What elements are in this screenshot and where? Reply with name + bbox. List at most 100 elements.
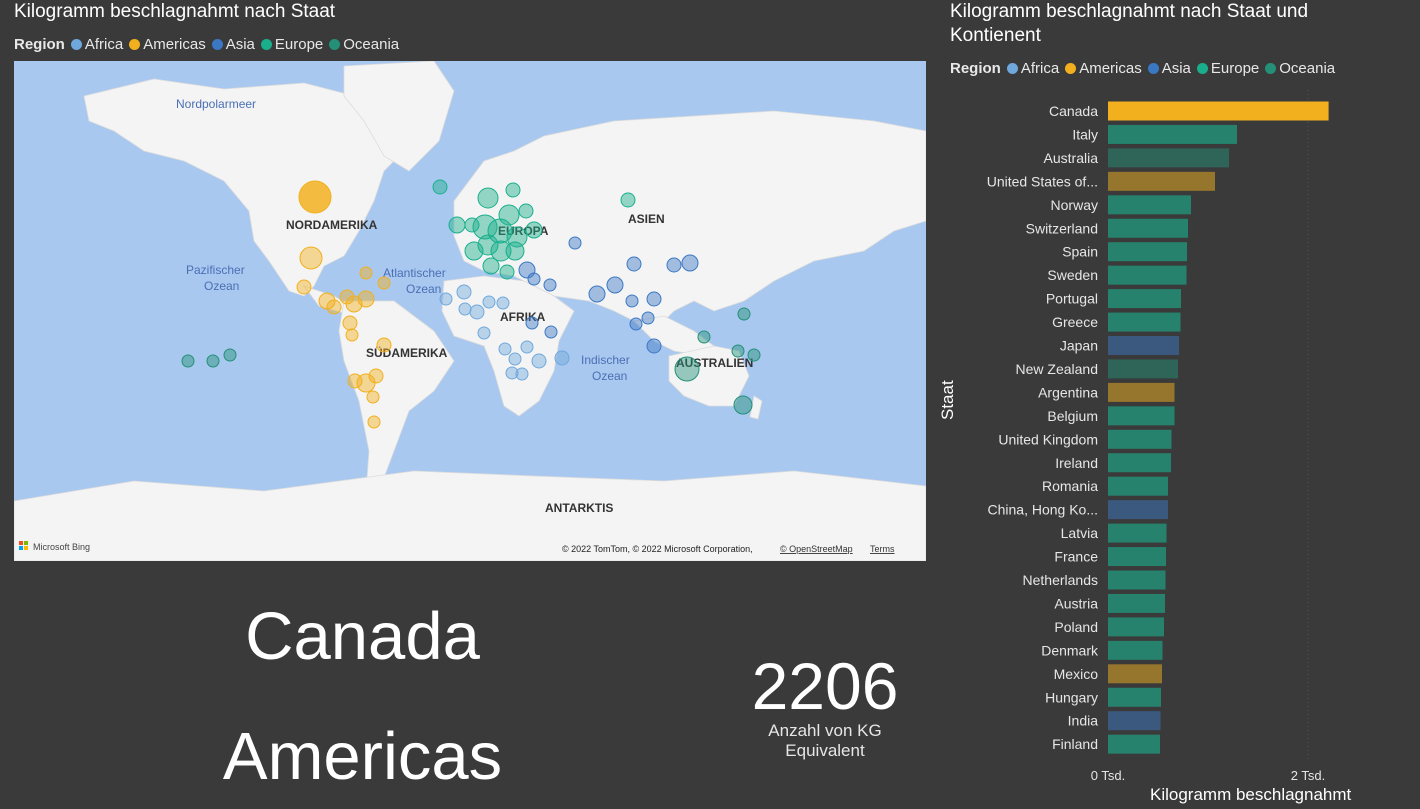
bar-united-kingdom[interactable] <box>1108 429 1172 449</box>
legend-item-asia[interactable]: Asia <box>1147 60 1191 77</box>
bar-portugal[interactable] <box>1108 289 1181 309</box>
map-bubble[interactable] <box>681 254 699 272</box>
map-bubble[interactable] <box>520 340 534 354</box>
map-bubble[interactable] <box>626 256 642 272</box>
map-bubble[interactable] <box>299 246 323 270</box>
map-bubble[interactable] <box>206 354 220 368</box>
map-bubble[interactable] <box>432 179 448 195</box>
map-bubble[interactable] <box>518 203 534 219</box>
map-bubble[interactable] <box>531 353 547 369</box>
map-bubble[interactable] <box>737 307 751 321</box>
world-map[interactable]: Nordpolarmeer NORDAMERIKA EUROPA ASIEN P… <box>14 61 926 561</box>
bar-argentina[interactable] <box>1108 382 1175 402</box>
bar-india[interactable] <box>1108 711 1161 731</box>
bar-sweden[interactable] <box>1108 265 1187 285</box>
bar-finland[interactable] <box>1108 734 1160 754</box>
bar-mexico[interactable] <box>1108 664 1162 684</box>
map-bubble[interactable] <box>505 366 519 380</box>
bar-chart[interactable]: Canada Italy Australia United States of... N… <box>945 90 1415 809</box>
bar-belgium[interactable] <box>1108 406 1175 426</box>
bar-denmark[interactable] <box>1108 640 1163 660</box>
legend-item-oceania[interactable]: Oceania <box>329 36 399 53</box>
map-bubble[interactable] <box>482 257 500 275</box>
legend-item-americas[interactable]: Americas <box>129 36 206 53</box>
map-bubble[interactable] <box>505 241 525 261</box>
map-bubble[interactable] <box>367 415 381 429</box>
map-bubble[interactable] <box>456 284 472 300</box>
map-bubble[interactable] <box>366 390 380 404</box>
legend-item-asia[interactable]: Asia <box>211 36 255 53</box>
map-bubble[interactable] <box>499 264 515 280</box>
map-bubble[interactable] <box>496 296 510 310</box>
map-bubble[interactable] <box>733 395 753 415</box>
map-bubble[interactable] <box>477 326 491 340</box>
map-bubble[interactable] <box>298 180 332 214</box>
map-bubble[interactable] <box>482 295 496 309</box>
map-bubble[interactable] <box>646 338 662 354</box>
bar-japan[interactable] <box>1108 336 1179 355</box>
map-bubble[interactable] <box>666 257 682 273</box>
legend-item-africa[interactable]: Africa <box>1006 60 1059 77</box>
map-bubble[interactable] <box>368 368 384 384</box>
map-bubble[interactable] <box>625 294 639 308</box>
map-bubble[interactable] <box>568 236 582 250</box>
map-bubble[interactable] <box>339 289 355 305</box>
map-bubble[interactable] <box>641 311 655 325</box>
bar-china-hong-ko-[interactable] <box>1108 500 1168 520</box>
map-bubble[interactable] <box>697 330 711 344</box>
legend-item-americas[interactable]: Americas <box>1065 60 1142 77</box>
bar-austria[interactable] <box>1108 593 1165 613</box>
map-bubble[interactable] <box>525 221 543 239</box>
map-bubble[interactable] <box>223 348 237 362</box>
bar-netherlands[interactable] <box>1108 570 1166 590</box>
bar-new-zealand[interactable] <box>1108 359 1178 379</box>
openstreetmap-link[interactable]: © OpenStreetMap <box>780 544 853 554</box>
map-bubble[interactable] <box>345 328 359 342</box>
map-bubble[interactable] <box>515 367 529 381</box>
legend-item-africa[interactable]: Africa <box>70 36 123 53</box>
map-bubble[interactable] <box>544 325 558 339</box>
map-bubbles[interactable] <box>181 179 761 429</box>
map-bubble[interactable] <box>527 272 541 286</box>
map-bubble[interactable] <box>357 290 375 308</box>
bar-united-states-of-[interactable] <box>1108 171 1215 191</box>
map-bubble[interactable] <box>747 348 761 362</box>
map-bubble[interactable] <box>620 192 636 208</box>
map-bubble[interactable] <box>477 187 499 209</box>
map-bubble[interactable] <box>629 317 643 331</box>
map-bubble[interactable] <box>606 276 624 294</box>
bar-romania[interactable] <box>1108 476 1168 496</box>
legend-item-europe[interactable]: Europe <box>1196 60 1259 77</box>
map-bubble[interactable] <box>439 292 453 306</box>
map-bubble[interactable] <box>477 234 499 256</box>
map-bubble[interactable] <box>505 182 521 198</box>
bar-australia[interactable] <box>1108 148 1229 168</box>
bar-hungary[interactable] <box>1108 687 1161 707</box>
map-bubble[interactable] <box>490 240 512 262</box>
map-bubble[interactable] <box>508 352 522 366</box>
map-bubble[interactable] <box>377 276 391 290</box>
bar-spain[interactable] <box>1108 242 1187 262</box>
bar-poland[interactable] <box>1108 617 1164 637</box>
bar-canada[interactable] <box>1108 101 1329 121</box>
bar-ireland[interactable] <box>1108 453 1171 473</box>
map-bubble[interactable] <box>458 302 472 316</box>
map-bubble[interactable] <box>646 291 662 307</box>
map-bubble[interactable] <box>376 337 392 353</box>
map-bubble[interactable] <box>588 285 606 303</box>
map-bubble[interactable] <box>448 216 466 234</box>
bar-latvia[interactable] <box>1108 523 1167 543</box>
map-bubble[interactable] <box>554 350 570 366</box>
map-bubble[interactable] <box>342 315 358 331</box>
map-bubble[interactable] <box>543 278 557 292</box>
bar-norway[interactable] <box>1108 195 1191 215</box>
map-bubble[interactable] <box>326 299 342 315</box>
bar-greece[interactable] <box>1108 312 1181 332</box>
map-bubble[interactable] <box>181 354 195 368</box>
legend-item-europe[interactable]: Europe <box>260 36 323 53</box>
bar-france[interactable] <box>1108 547 1166 567</box>
map-bubble[interactable] <box>498 342 512 356</box>
map-bubble[interactable] <box>469 304 485 320</box>
bar-italy[interactable] <box>1108 124 1237 144</box>
legend-item-oceania[interactable]: Oceania <box>1265 60 1335 77</box>
